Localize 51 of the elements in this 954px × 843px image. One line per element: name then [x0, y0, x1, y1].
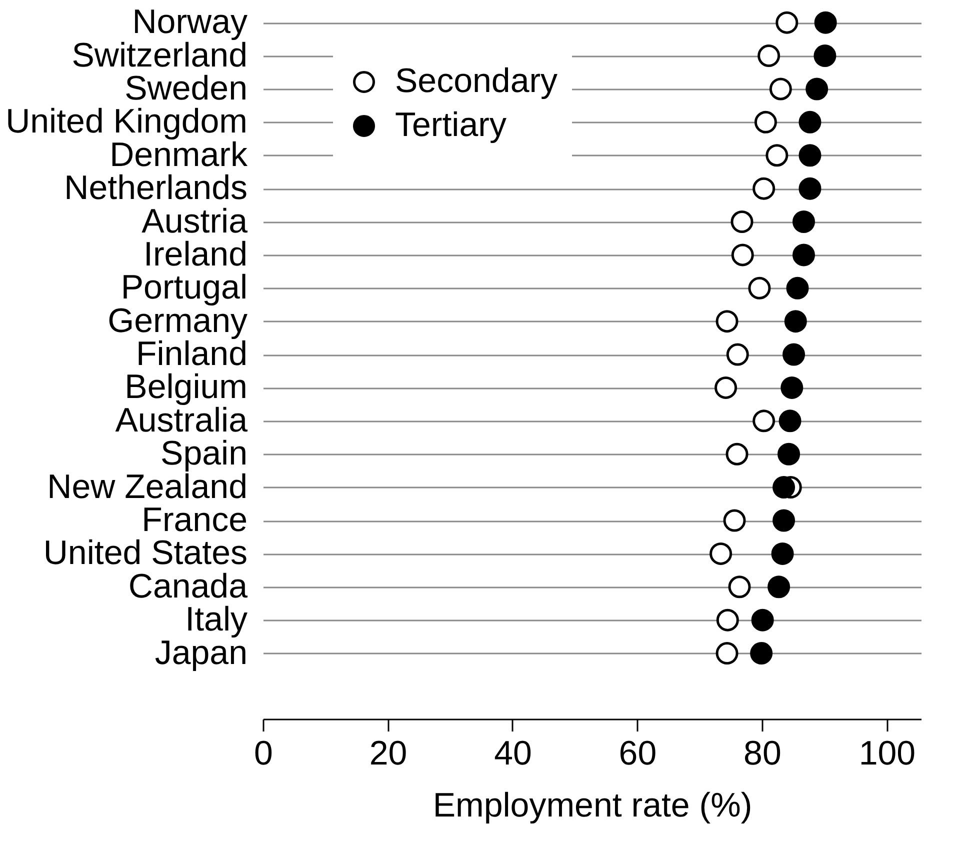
point [769, 78, 792, 100]
point [752, 410, 776, 432]
point [771, 542, 794, 565]
point [766, 144, 788, 167]
point [814, 11, 837, 34]
point [798, 177, 822, 200]
y-tick-label: Belgium [124, 368, 248, 406]
point [726, 343, 749, 366]
x-tick-label: 0 [254, 734, 273, 772]
point [780, 376, 804, 399]
point [730, 210, 754, 233]
point [778, 410, 802, 432]
point [754, 110, 777, 134]
x-tick-label: 60 [618, 734, 657, 772]
point [716, 608, 739, 632]
legend-label: Tertiary [395, 106, 506, 144]
point [782, 343, 806, 366]
point [792, 210, 815, 233]
point [710, 542, 732, 565]
point [776, 11, 798, 34]
point [768, 576, 790, 598]
point [726, 442, 748, 466]
point [758, 44, 780, 68]
point [752, 177, 776, 200]
point [772, 476, 796, 499]
point [716, 642, 738, 665]
y-tick-label: Norway [132, 3, 248, 42]
point [728, 576, 751, 598]
x-tick-label: 20 [369, 734, 408, 772]
point [772, 509, 796, 532]
x-axis-title: Employment rate (%) [432, 786, 752, 824]
point [814, 44, 836, 68]
x-tick-label: 40 [494, 734, 532, 772]
x-tick-label: 80 [744, 734, 782, 772]
point [750, 642, 773, 665]
point [798, 144, 822, 167]
point [798, 110, 822, 134]
point [786, 276, 809, 300]
point [748, 276, 771, 300]
point [806, 78, 828, 100]
point [714, 376, 738, 399]
y-tick-label: Spain [160, 434, 248, 473]
point [716, 310, 738, 333]
legend-label: Secondary [395, 62, 558, 100]
point [784, 310, 807, 333]
point [723, 509, 746, 532]
point [778, 442, 800, 466]
x-tick-label: 100 [858, 734, 916, 772]
point [731, 244, 754, 266]
point [751, 608, 774, 632]
point [792, 244, 815, 266]
